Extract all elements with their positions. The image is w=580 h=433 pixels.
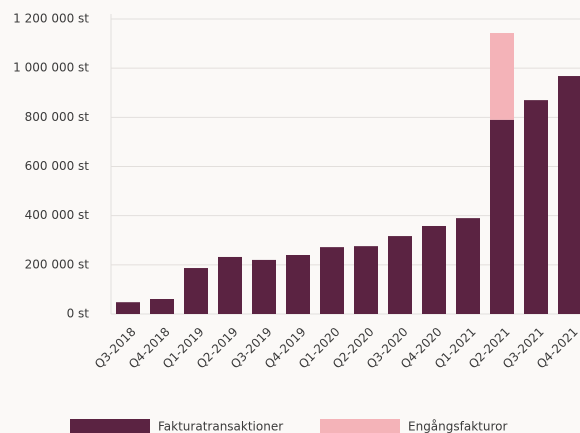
- bar: [524, 100, 548, 314]
- y-tick-label: 800 000 st: [25, 110, 90, 124]
- bar: [558, 76, 580, 315]
- bar: [456, 218, 480, 314]
- legend-swatch: [320, 419, 400, 433]
- bar: [218, 256, 242, 314]
- bar: [116, 302, 140, 314]
- y-tick-label: 0 st: [67, 307, 90, 321]
- y-tick-label: 400 000 st: [25, 208, 90, 222]
- y-tick-label: 1 200 000 st: [13, 12, 89, 26]
- bar: [184, 268, 208, 314]
- bar: [150, 299, 174, 314]
- y-tick-label: 200 000 st: [25, 257, 90, 271]
- bar: [320, 247, 344, 314]
- bar: [354, 246, 378, 314]
- y-tick-label: 600 000 st: [25, 159, 90, 173]
- bar: [490, 119, 514, 315]
- bar: [490, 33, 514, 120]
- y-tick-label: 1 000 000 st: [13, 61, 89, 75]
- bar: [286, 255, 310, 314]
- legend-swatch: [70, 419, 150, 433]
- bar: [422, 225, 446, 314]
- legend-label: Fakturatransaktioner: [158, 420, 283, 433]
- bar: [252, 259, 276, 314]
- legend-label: Engångsfakturor: [408, 420, 507, 433]
- bar: [388, 236, 412, 314]
